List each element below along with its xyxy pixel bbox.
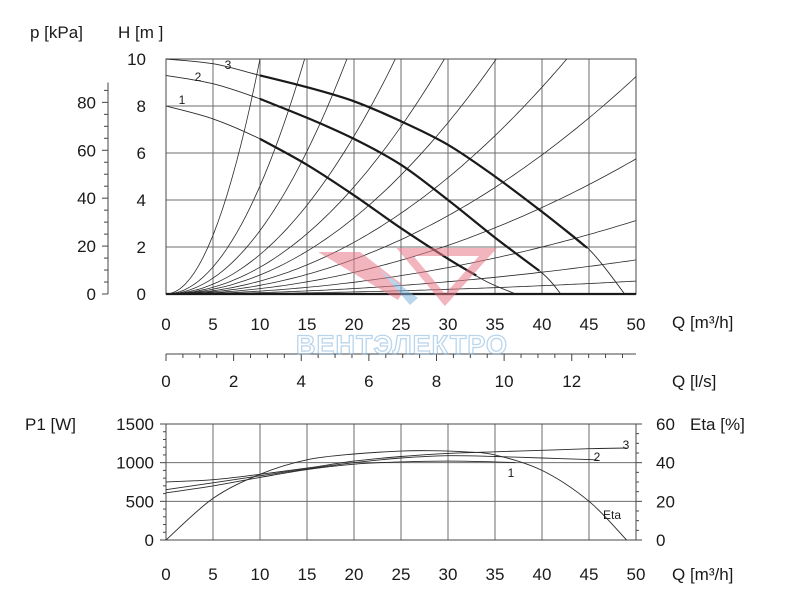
system-curve — [165, 58, 445, 295]
pump-curve-thick-3 — [259, 74, 588, 249]
system-curve — [166, 58, 568, 295]
system-curve — [165, 58, 348, 295]
pressure-axis-label: p [kPa] — [30, 23, 83, 42]
bottom-x-tick-label: 20 — [345, 565, 364, 584]
power-curve-3 — [165, 447, 627, 483]
pump-curve-thick-1 — [259, 137, 477, 277]
top-x-tick-label: 5 — [208, 315, 217, 334]
head-tick-label: 8 — [137, 97, 146, 116]
head-tick-label: 10 — [127, 50, 146, 69]
system-curve — [165, 58, 396, 295]
bottom-x-tick-label: 35 — [486, 565, 505, 584]
top-x-tick-label: 35 — [486, 315, 505, 334]
bottom-x-tick-label: 50 — [627, 565, 646, 584]
pump-curve-label-1: 1 — [179, 93, 186, 107]
top-x-tick-label: 40 — [533, 315, 552, 334]
top-x-tick-label: 0 — [161, 315, 170, 334]
system-curve — [166, 58, 497, 295]
power-axis-label: P1 [W] — [25, 415, 76, 434]
bottom-x-tick-label: 15 — [298, 565, 317, 584]
power-curve-label-3: 3 — [623, 438, 630, 452]
flow-axis-label: Q [m³/h] — [672, 313, 733, 332]
bottom-x-tick-label: 45 — [580, 565, 599, 584]
flow-ls-axis-label: Q [l/s] — [672, 372, 716, 391]
watermark-text: ВЕНТЭЛЕКТРО — [296, 330, 508, 360]
watermark: ВЕНТЭЛЕКТРО — [295, 248, 508, 361]
power-curves: 1 2 3 Eta — [165, 438, 630, 541]
efficiency-tick-label: 20 — [656, 492, 675, 511]
flow-ls-tick-label: 8 — [432, 372, 441, 391]
top-x-tick-label: 30 — [439, 315, 458, 334]
power-curve-label-2: 2 — [594, 450, 601, 464]
system-curve — [166, 76, 637, 295]
bottom-chart-grid — [160, 423, 642, 541]
flow-ls-tick-label: 2 — [229, 372, 238, 391]
top-x-tick-label: 45 — [580, 315, 599, 334]
flow-ls-tick-label: 6 — [364, 372, 373, 391]
efficiency-tick-label: 60 — [656, 415, 675, 434]
top-x-tick-label: 50 — [627, 315, 646, 334]
power-tick-label: 500 — [126, 492, 154, 511]
bottom-x-tick-label: 5 — [208, 565, 217, 584]
system-curve — [166, 220, 637, 295]
head-tick-label: 0 — [137, 285, 146, 304]
pressure-tick-label: 40 — [77, 189, 96, 208]
head-tick-label: 6 — [137, 144, 146, 163]
top-x-tick-label: 20 — [345, 315, 364, 334]
bottom-x-tick-label: 30 — [439, 565, 458, 584]
head-tick-label: 4 — [137, 191, 146, 210]
flow-ls-tick-label: 4 — [297, 372, 306, 391]
pump-curve-thick-2 — [259, 97, 540, 272]
bottom-x-tick-label: 10 — [251, 565, 270, 584]
pressure-tick-label: 60 — [77, 141, 96, 160]
power-curve-2 — [165, 455, 599, 491]
efficiency-axis-label: Eta [%] — [690, 415, 745, 434]
pump-curve-label-2: 2 — [195, 70, 202, 84]
top-x-tick-label: 15 — [298, 315, 317, 334]
pump-curve-label-3: 3 — [225, 58, 232, 72]
pressure-tick-label: 80 — [77, 93, 96, 112]
system-curve — [165, 58, 305, 295]
power-curve-Eta — [165, 450, 627, 541]
power-curve-1 — [165, 460, 516, 494]
head-tick-label: 2 — [137, 238, 146, 257]
flow-ls-tick-label: 12 — [562, 372, 581, 391]
efficiency-tick-label: 40 — [656, 454, 675, 473]
system-curve — [166, 158, 637, 295]
pressure-tick-label: 0 — [87, 285, 96, 304]
top-x-tick-label: 25 — [392, 315, 411, 334]
efficiency-tick-label: 0 — [656, 531, 665, 550]
flow-axis-label-bottom: Q [m³/h] — [672, 565, 733, 584]
bottom-x-tick-label: 25 — [392, 565, 411, 584]
flow-ls-tick-label: 0 — [161, 372, 170, 391]
power-tick-label: 0 — [145, 531, 154, 550]
flow-ls-tick-label: 10 — [495, 372, 514, 391]
power-tick-label: 1000 — [116, 454, 154, 473]
power-tick-label: 1500 — [116, 415, 154, 434]
head-axis-label: H [m ] — [118, 23, 163, 42]
bottom-x-tick-label: 40 — [533, 565, 552, 584]
power-curve-label-Eta: Eta — [603, 508, 621, 522]
bottom-x-tick-label: 0 — [161, 565, 170, 584]
system-curve — [165, 58, 261, 295]
top-x-tick-label: 10 — [251, 315, 270, 334]
pump-curve-3 — [165, 58, 626, 295]
power-curve-label-1: 1 — [508, 466, 515, 480]
pump-curves: 12 3 — [165, 58, 636, 296]
pressure-tick-label: 20 — [77, 237, 96, 256]
